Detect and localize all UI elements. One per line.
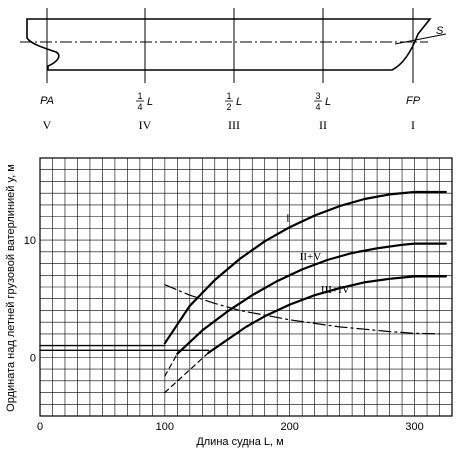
series-line-1 [163,190,447,345]
ship-hull-outline [26,18,432,71]
sheer-line [394,33,447,45]
station-roman-i: I [411,118,415,132]
chart-series [39,190,447,394]
station-roman-ii: II [319,118,327,132]
series-line-4 [164,353,178,377]
chart-curve-labels: I II+V III+IV [286,212,350,296]
plot-frame [39,157,453,417]
frac-num: 1 [137,91,142,101]
y-tick-label: 10 [24,235,36,247]
station-label-half: 1 2 L [225,91,242,112]
frac-num: 3 [315,91,320,101]
series-line-5 [164,352,210,394]
curve-label: I [286,212,290,224]
ship-diagram: S PA 1 4 L 1 2 L 3 4 L FP [20,8,447,132]
x-tick-label: 200 [281,421,299,433]
label-s: S [436,25,444,37]
station-label-pa: PA [40,95,54,107]
frac-den: 4 [137,102,142,112]
y-axis-label: Ордината над летней грузовой ватерлинией… [5,164,17,412]
frac-l: L [147,96,153,108]
y-tick-label: 0 [30,352,36,364]
chart-ticks: 0 100 200 300 0 10 [24,235,424,433]
chart: 0 100 200 300 0 10 I II+V III+IV Длина судна L,… [5,157,453,448]
curve-label: II+V [300,251,322,263]
x-tick-label: 300 [405,421,423,433]
curve-label: III+IV [321,284,350,296]
station-roman-iii: III [228,118,240,132]
station-roman-iv: IV [139,118,152,132]
chart-grid [40,158,452,416]
x-tick-label: 100 [156,421,174,433]
station-label-three-quarter: 3 4 L [314,91,331,112]
series-line-3 [207,275,447,354]
station-label-fp: FP [406,95,421,107]
frac-den: 4 [315,102,320,112]
series-line-6 [164,284,441,335]
station-roman-v: V [43,118,52,132]
x-axis-label: Длина судна L, м [196,436,283,448]
station-label-quarter: 1 4 L [136,91,153,112]
frac-l: L [236,96,242,108]
x-tick-label: 0 [37,421,43,433]
frac-num: 1 [226,91,231,101]
frac-den: 2 [226,102,231,112]
series-line-2 [176,242,447,355]
frac-l: L [325,96,331,108]
